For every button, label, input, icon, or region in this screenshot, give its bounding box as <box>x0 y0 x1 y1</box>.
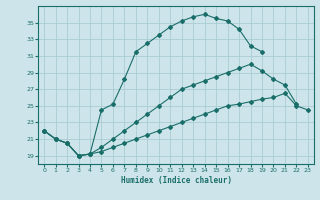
X-axis label: Humidex (Indice chaleur): Humidex (Indice chaleur) <box>121 176 231 185</box>
